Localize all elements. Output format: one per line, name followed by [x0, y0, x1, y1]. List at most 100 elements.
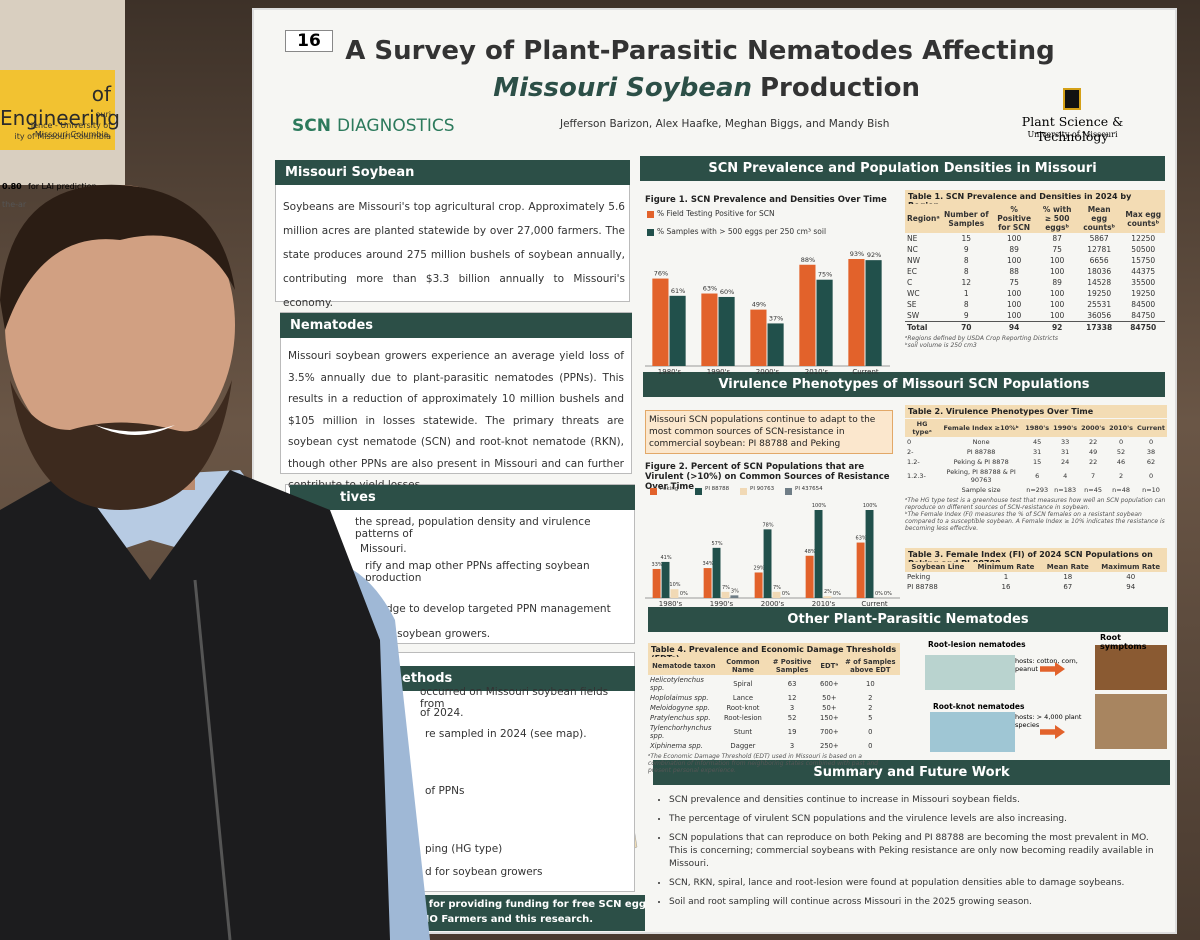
table-notes: ᵃThe Economic Damage Threshold (EDT) use…	[648, 753, 900, 774]
data-label: 33%	[652, 562, 663, 568]
table-cell: n=10	[1142, 486, 1160, 494]
zipper	[193, 579, 232, 940]
table-cell: 150+	[820, 714, 839, 722]
table-row: Meloidogyne spp. Root-knot 3 50+ 2	[648, 703, 900, 713]
data-label: 49%	[752, 301, 766, 309]
section-text: wledge to develop targeted PPN managemen…	[368, 603, 611, 615]
table-cell: Total	[905, 321, 942, 333]
table-cell: 100	[1049, 267, 1065, 276]
data-label: 60%	[720, 288, 734, 296]
section-text: rify and map other PPNs affecting soybea…	[365, 560, 590, 584]
data-label: 78%	[762, 522, 773, 528]
figure-title: Figure 2. Percent of SCN Populations tha…	[645, 462, 890, 492]
summary-item: SCN populations that can reproduce on bo…	[669, 832, 1167, 871]
data-label: 0%	[833, 591, 841, 597]
data-label: 0%	[875, 591, 883, 597]
table-cell: 18	[1063, 573, 1073, 581]
bar	[703, 568, 712, 598]
table-cell: 49	[1088, 448, 1098, 456]
table-cell: 89	[1009, 245, 1019, 254]
side-banner	[0, 70, 115, 150]
table-body: NE 15 100 87 5867 12250 NC 9 89 75 12781 50500 NW 8 10…	[905, 233, 1165, 333]
table-head: Nematode taxon Common Name # Positive Samp…	[648, 657, 900, 675]
root-knot-image	[930, 712, 1015, 752]
section-text: occurred on Missouri soybean fields from	[420, 686, 609, 710]
table-cell: Peking	[907, 573, 931, 581]
table-cell: 1	[963, 289, 969, 298]
table-cell: WC	[907, 289, 920, 298]
header-cell: EDTᵃ	[818, 657, 841, 675]
section-text: of 2024.	[420, 707, 464, 719]
header-cell: Mean egg countsᵇ	[1076, 204, 1122, 233]
legend-swatch	[740, 488, 747, 495]
side-note: the-ar	[2, 200, 27, 209]
section-text: ping (HG type)	[425, 843, 503, 855]
bar	[848, 259, 865, 366]
table-cell: Root-knot	[726, 704, 760, 712]
table-row: NW 8 100 100 6656 15750	[905, 255, 1165, 266]
table-cell: Tylenchorhynchus spp.	[650, 724, 712, 740]
table-cell: 100	[1049, 289, 1065, 298]
data-table: Nematode taxon Common Name # Positive Samp…	[648, 657, 900, 751]
header-cell: Female Index ≥10%ᵇ	[939, 419, 1024, 437]
side-note: for LAI prediction	[28, 182, 97, 191]
data-table: Soybean Line Minimum Rate Mean Rate Maximum…	[905, 562, 1167, 592]
data-label: 0%	[884, 591, 892, 597]
table-cell: 8	[963, 267, 969, 276]
table-cell: Spiral	[733, 680, 753, 688]
table-cell	[905, 485, 939, 495]
side-text: ience - University of Missouri-Columbia,	[30, 121, 111, 139]
bar	[767, 323, 784, 366]
root-lesion-image	[925, 655, 1015, 690]
table-cell: 18036	[1087, 267, 1112, 276]
table-cell: None	[972, 438, 990, 446]
table-cell: Sample size	[961, 486, 1001, 494]
table-cell: PI 88788	[907, 583, 938, 591]
table-cell: 3	[789, 742, 795, 750]
table-cell: 12	[961, 278, 972, 287]
table-cell: 1.2.3-	[907, 472, 926, 480]
data-label: 37%	[769, 314, 783, 322]
legend-label: % Field Testing Positive for SCN	[657, 209, 775, 218]
legend-swatch	[647, 229, 654, 236]
section-text: re sampled in 2024 (see map).	[425, 728, 587, 740]
table-cell: 100	[1006, 234, 1022, 243]
header-cell: HG typeᵃ	[905, 419, 940, 437]
data-label: 7%	[773, 585, 781, 591]
table-cell: 5867	[1089, 234, 1109, 243]
section-heading: Missouri Soybean	[275, 160, 630, 185]
table-cell: n=45	[1084, 486, 1103, 494]
poster-number: 16	[285, 30, 333, 52]
table-cell: 5	[868, 714, 873, 722]
header-cell: 1980's	[1023, 419, 1052, 437]
table-note: ᵃRegions defined by USDA Crop Reporting …	[905, 335, 1058, 342]
table-cell: 4	[1063, 472, 1068, 480]
side-text: ity of Missouri-Columbia	[14, 132, 111, 141]
summary-item: SCN prevalence and densities continue to…	[669, 794, 1167, 807]
bar	[865, 510, 874, 598]
image-label: hosts: > 4,000 plant species	[1015, 713, 1082, 729]
table-cell: 2-	[907, 448, 914, 456]
bar	[721, 591, 730, 598]
table-cell: 44375	[1131, 267, 1156, 276]
table-cell: 100	[1049, 300, 1065, 309]
table-cell: 50+	[822, 704, 837, 712]
table-head: Regionᵃ Number of Samples% Positive for S…	[905, 204, 1165, 233]
bar	[652, 278, 669, 366]
header-cell: Maximum Rate	[1094, 562, 1167, 572]
table-cell: n=293	[1026, 486, 1049, 494]
data-label: 34%	[703, 561, 714, 567]
table-row: Tylenchorhynchus spp. Stunt 19 700+ 0	[648, 723, 900, 741]
bar	[799, 264, 816, 366]
table-cell: 19250	[1087, 289, 1112, 298]
data-label: 75%	[818, 271, 832, 279]
table-cell: 50500	[1131, 245, 1156, 254]
bar	[750, 309, 767, 366]
bar	[823, 596, 832, 598]
legend-swatch	[650, 488, 657, 495]
bar	[669, 295, 686, 366]
bar	[718, 296, 735, 366]
table-cell: 0	[868, 728, 873, 736]
table-row: WC 1 100 100 19250 19250	[905, 288, 1165, 299]
table-row: NE 15 100 87 5867 12250	[905, 233, 1165, 244]
